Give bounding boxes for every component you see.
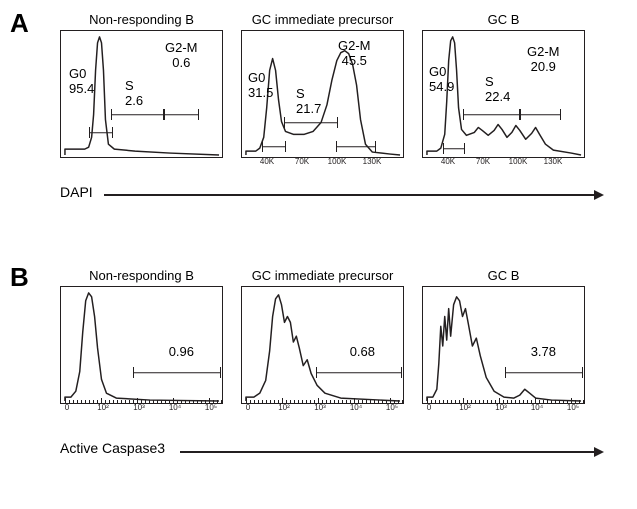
panel-a-plot: GC BG0 54.9S 22.4G2-M 20.940K70K100K130K: [422, 12, 585, 158]
gate-bar: [262, 141, 286, 152]
plot-title: GC B: [488, 12, 520, 30]
histogram-plot: 3.78010²10³10⁴10⁵: [422, 286, 585, 404]
gate-bar: [505, 367, 583, 378]
gate-value: 3.78: [531, 345, 556, 360]
gate-label: G0 31.5: [248, 71, 273, 101]
gate-label: S 22.4: [485, 75, 510, 105]
x-ticks: 40K70K100K130K: [423, 157, 584, 171]
plot-title: Non-responding B: [89, 12, 194, 30]
gate-label: G0 54.9: [429, 65, 454, 95]
gate-bar: [463, 109, 521, 120]
panel-a-row: Non-responding B G0 95.4 S 2.6 G2-M 0.6 GC i…: [60, 12, 585, 158]
panel-b-xlabel: Active Caspase3: [60, 440, 165, 456]
panel-a-plot: GC immediate precursor G0 31.5 S 21.7 G2-M …: [241, 12, 404, 158]
gate-bar: [133, 367, 221, 378]
panel-b-plot: GC immediate precursor0.68010²10³10⁴10⁵: [241, 268, 404, 404]
panel-a-letter: A: [10, 8, 29, 39]
gate-bar: [284, 117, 338, 128]
gate-label: G2-M 45.5: [338, 39, 371, 69]
gate-bar: [111, 109, 165, 120]
panel-a-arrow: [104, 190, 604, 200]
gate-bar: [316, 367, 402, 378]
gate-value: 0.68: [350, 345, 375, 360]
plot-title: Non-responding B: [89, 268, 194, 286]
x-ticks: 010²10³10⁴10⁵: [61, 403, 222, 417]
histogram-plot: 0.68010²10³10⁴10⁵: [241, 286, 404, 404]
x-ticks: 010²10³10⁴10⁵: [423, 403, 584, 417]
histogram-plot: G0 95.4 S 2.6 G2-M 0.6: [60, 30, 223, 158]
gate-bar: [443, 143, 465, 154]
panel-b-row: Non-responding B0.96010²10³10⁴10⁵GC imme…: [60, 268, 585, 404]
histogram-plot: G0 31.5S 21.7G2-M 45.540K70K100K130K: [241, 30, 404, 158]
panel-b-letter: B: [10, 262, 29, 293]
panel-a-plot: Non-responding B G0 95.4 S 2.6 G2-M 0.6: [60, 12, 223, 158]
plot-title: GC B: [488, 268, 520, 286]
gate-bar: [519, 109, 561, 120]
panel-b-plot: Non-responding B0.96010²10³10⁴10⁵: [60, 268, 223, 404]
plot-title: GC immediate precursor: [252, 12, 394, 30]
x-ticks: 010²10³10⁴10⁵: [242, 403, 403, 417]
histogram-plot: 0.96010²10³10⁴10⁵: [60, 286, 223, 404]
gate-label: G2-M 20.9: [527, 45, 560, 75]
gate-label: S 2.6: [125, 79, 143, 109]
gate-bar: [89, 127, 113, 138]
gate-bar: [336, 141, 376, 152]
gate-label: S 21.7: [296, 87, 321, 117]
panel-a-xlabel: DAPI: [60, 184, 93, 200]
gate-label: G0 95.4: [69, 67, 94, 97]
gate-value: 0.96: [169, 345, 194, 360]
plot-title: GC immediate precursor: [252, 268, 394, 286]
panel-b-arrow: [180, 447, 604, 457]
panel-b-plot: GC B3.78010²10³10⁴10⁵: [422, 268, 585, 404]
gate-bar: [163, 109, 199, 120]
histogram-plot: G0 54.9S 22.4G2-M 20.940K70K100K130K: [422, 30, 585, 158]
x-ticks: 40K70K100K130K: [242, 157, 403, 171]
gate-label: G2-M 0.6: [165, 41, 198, 71]
